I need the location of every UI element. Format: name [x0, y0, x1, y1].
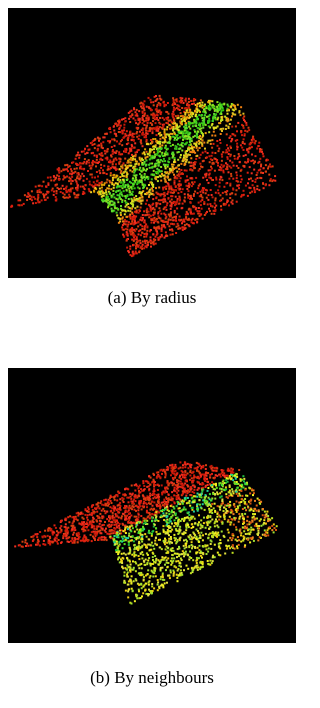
- point-cloud-image: [8, 8, 296, 278]
- figure: (a) By radius (b) By neighbours: [0, 0, 304, 708]
- point-cloud-image: [8, 368, 296, 643]
- caption: (a) By radius: [0, 288, 304, 308]
- caption: (b) By neighbours: [0, 668, 304, 688]
